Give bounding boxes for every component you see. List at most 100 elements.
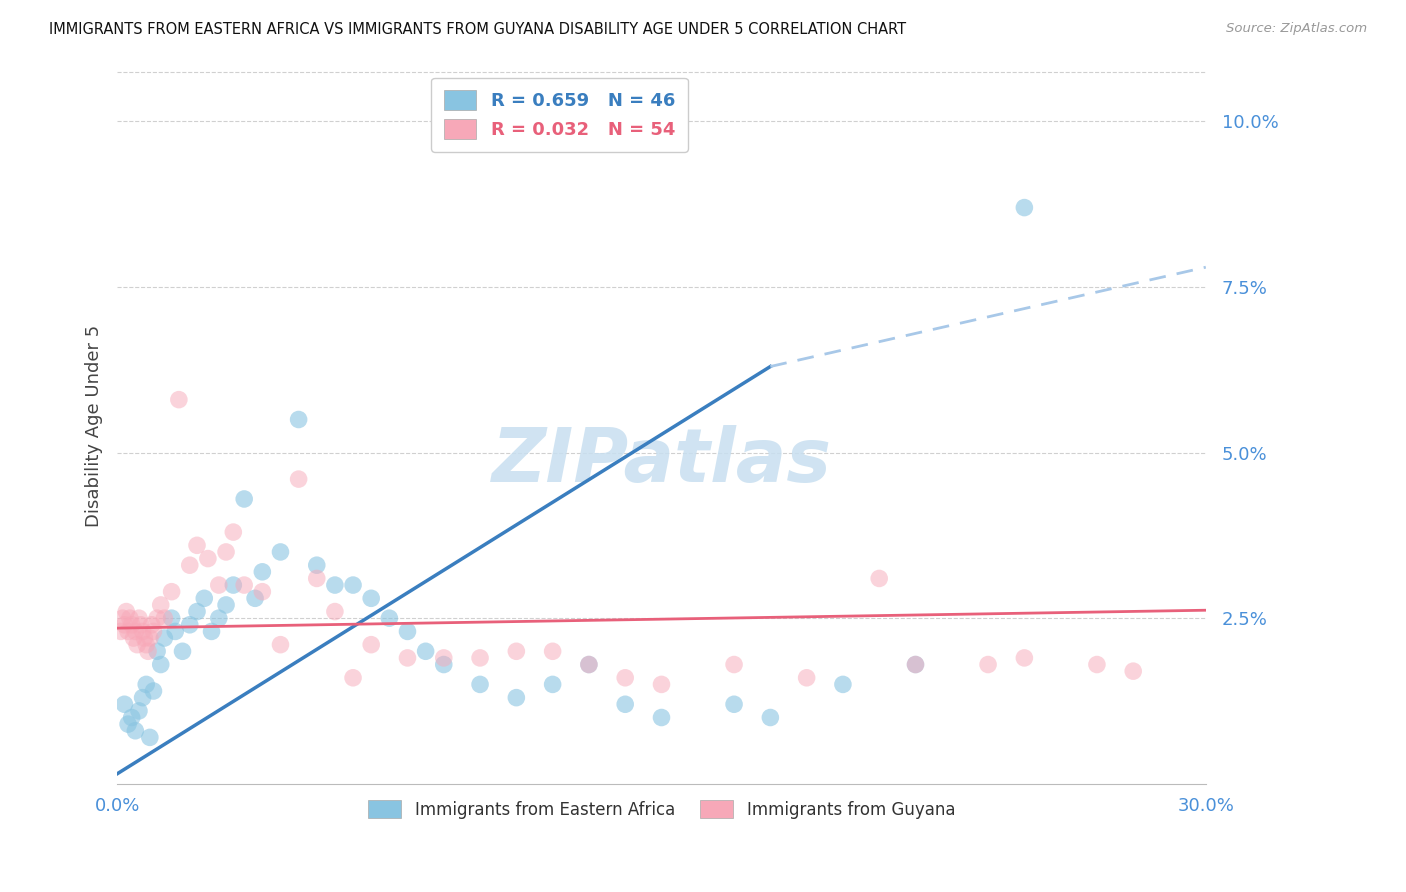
Point [222, 578, 245, 592]
Point [172, 644, 194, 658]
Point [541, 677, 564, 691]
Point [114, 698, 136, 712]
Point [146, 611, 169, 625]
Point [121, 617, 143, 632]
Point [128, 611, 150, 625]
Point [134, 631, 156, 645]
Point [165, 624, 187, 639]
Point [149, 657, 172, 672]
Point [124, 624, 146, 639]
Point [233, 578, 256, 592]
Point [868, 571, 890, 585]
Point [179, 558, 201, 573]
Point [977, 657, 1000, 672]
Text: IMMIGRANTS FROM EASTERN AFRICA VS IMMIGRANTS FROM GUYANA DISABILITY AGE UNDER 5 : IMMIGRANTS FROM EASTERN AFRICA VS IMMIGR… [49, 22, 907, 37]
Point [505, 644, 527, 658]
Point [117, 624, 139, 639]
Point [252, 565, 274, 579]
Point [396, 624, 419, 639]
Point [118, 611, 141, 625]
Point [215, 545, 238, 559]
Point [378, 611, 401, 625]
Point [269, 638, 291, 652]
Point [360, 591, 382, 606]
Point [135, 638, 157, 652]
Point [305, 558, 328, 573]
Point [269, 545, 291, 559]
Point [396, 651, 419, 665]
Point [832, 677, 855, 691]
Point [142, 684, 165, 698]
Point [153, 631, 176, 645]
Point [193, 591, 215, 606]
Point [723, 698, 745, 712]
Point [904, 657, 927, 672]
Point [759, 710, 782, 724]
Point [139, 731, 162, 745]
Point [208, 578, 231, 592]
Point [110, 624, 132, 639]
Point [468, 677, 491, 691]
Point [167, 392, 190, 407]
Point [208, 611, 231, 625]
Point [287, 412, 309, 426]
Point [360, 638, 382, 652]
Point [111, 611, 134, 625]
Point [342, 671, 364, 685]
Point [505, 690, 527, 705]
Point [117, 717, 139, 731]
Point [124, 723, 146, 738]
Point [186, 605, 208, 619]
Point [614, 698, 637, 712]
Point [796, 671, 818, 685]
Point [541, 644, 564, 658]
Point [114, 617, 136, 632]
Point [160, 611, 183, 625]
Point [131, 690, 153, 705]
Point [287, 472, 309, 486]
Point [139, 631, 162, 645]
Point [131, 624, 153, 639]
Point [129, 617, 152, 632]
Point [146, 644, 169, 658]
Point [222, 525, 245, 540]
Point [650, 677, 672, 691]
Y-axis label: Disability Age Under 5: Disability Age Under 5 [86, 325, 103, 527]
Point [136, 644, 159, 658]
Point [433, 657, 456, 672]
Point [186, 538, 208, 552]
Point [252, 584, 274, 599]
Point [578, 657, 600, 672]
Point [1085, 657, 1108, 672]
Point [578, 657, 600, 672]
Point [200, 624, 222, 639]
Point [415, 644, 437, 658]
Point [141, 617, 163, 632]
Point [433, 651, 456, 665]
Point [115, 605, 138, 619]
Text: Source: ZipAtlas.com: Source: ZipAtlas.com [1226, 22, 1367, 36]
Point [149, 598, 172, 612]
Point [1014, 201, 1036, 215]
Point [153, 611, 176, 625]
Point [650, 710, 672, 724]
Point [233, 491, 256, 506]
Point [1014, 651, 1036, 665]
Point [142, 624, 165, 639]
Point [179, 617, 201, 632]
Point [305, 571, 328, 585]
Point [468, 651, 491, 665]
Point [243, 591, 266, 606]
Point [127, 638, 149, 652]
Point [904, 657, 927, 672]
Legend: Immigrants from Eastern Africa, Immigrants from Guyana: Immigrants from Eastern Africa, Immigran… [361, 794, 962, 825]
Point [323, 578, 346, 592]
Point [723, 657, 745, 672]
Point [197, 551, 219, 566]
Point [215, 598, 238, 612]
Point [160, 584, 183, 599]
Point [128, 704, 150, 718]
Point [135, 677, 157, 691]
Point [121, 710, 143, 724]
Text: ZIPatlas: ZIPatlas [492, 425, 831, 499]
